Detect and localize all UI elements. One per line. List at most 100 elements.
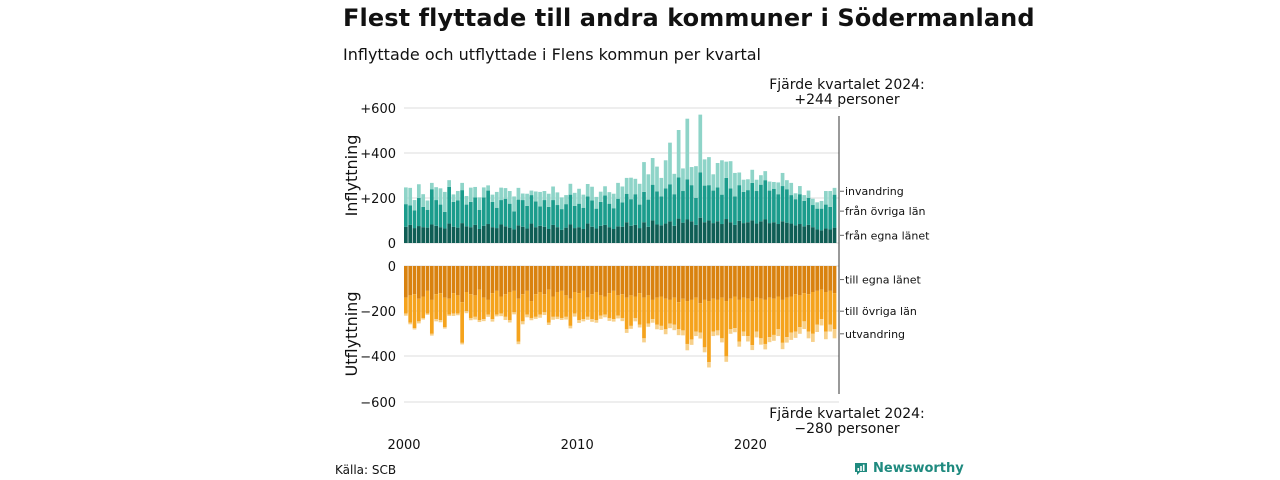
bar-outflow-0 xyxy=(832,266,837,294)
bar-inflow-0 xyxy=(815,229,820,243)
bar-outflow-1 xyxy=(538,291,542,315)
bar-inflow-1 xyxy=(421,206,426,228)
bar-inflow-0 xyxy=(715,221,720,243)
bar-inflow-1 xyxy=(429,189,434,225)
bar-inflow-1 xyxy=(819,208,824,231)
y-tick-label: +600 xyxy=(360,102,396,117)
bar-inflow-0 xyxy=(585,223,590,243)
bar-outflow-0 xyxy=(607,266,612,294)
bar-outflow-1 xyxy=(642,297,646,339)
bar-outflow-0 xyxy=(819,266,824,290)
bar-outflow-0 xyxy=(741,266,746,298)
bar-outflow-1 xyxy=(776,296,781,330)
bar-outflow-2 xyxy=(499,313,503,317)
bar-outflow-0 xyxy=(659,266,664,297)
bar-inflow-1 xyxy=(772,188,776,223)
bar-inflow-1 xyxy=(655,191,659,225)
bar-inflow-2 xyxy=(455,191,460,201)
bar-outflow-2 xyxy=(832,329,837,339)
bar-outflow-2 xyxy=(819,319,824,326)
bar-inflow-1 xyxy=(767,190,772,224)
bar-inflow-0 xyxy=(824,228,828,243)
bar-inflow-1 xyxy=(707,185,711,221)
bar-outflow-0 xyxy=(650,266,655,300)
bar-inflow-0 xyxy=(559,229,564,243)
bar-inflow-1 xyxy=(477,210,482,229)
bar-outflow-0 xyxy=(555,266,560,292)
bar-outflow-2 xyxy=(750,345,755,351)
bar-inflow-0 xyxy=(772,222,776,243)
bar-inflow-1 xyxy=(546,206,551,229)
bar-inflow-2 xyxy=(533,191,538,202)
bar-outflow-1 xyxy=(533,294,538,317)
bar-outflow-1 xyxy=(655,297,659,325)
bar-inflow-0 xyxy=(429,224,434,243)
bar-outflow-0 xyxy=(473,266,477,296)
bar-inflow-1 xyxy=(499,200,503,225)
bar-inflow-0 xyxy=(460,223,464,243)
bar-outflow-1 xyxy=(404,297,408,314)
bar-outflow-1 xyxy=(715,299,720,331)
bar-outflow-0 xyxy=(785,266,789,298)
bar-outflow-2 xyxy=(585,316,590,320)
bar-outflow-0 xyxy=(733,266,737,297)
bar-inflow-1 xyxy=(668,184,672,222)
bar-inflow-1 xyxy=(711,190,716,224)
bar-outflow-2 xyxy=(412,328,417,330)
bar-inflow-0 xyxy=(737,220,742,243)
bar-outflow-1 xyxy=(555,291,560,317)
bar-inflow-1 xyxy=(412,210,417,229)
bar-inflow-0 xyxy=(577,227,581,243)
bar-inflow-0 xyxy=(785,222,789,243)
bar-inflow-2 xyxy=(481,187,486,198)
bar-inflow-1 xyxy=(780,186,785,222)
bar-outflow-2 xyxy=(746,336,750,342)
bar-outflow-0 xyxy=(802,266,807,294)
bar-inflow-0 xyxy=(529,223,534,243)
bar-outflow-1 xyxy=(724,301,729,357)
bar-outflow-1 xyxy=(698,303,703,333)
bar-outflow-1 xyxy=(746,298,750,337)
bar-inflow-1 xyxy=(785,189,789,223)
bar-inflow-0 xyxy=(802,226,807,243)
bar-outflow-1 xyxy=(594,291,599,321)
bar-inflow-1 xyxy=(776,194,781,225)
bar-inflow-1 xyxy=(616,198,620,227)
bar-outflow-0 xyxy=(754,266,759,298)
bar-outflow-1 xyxy=(607,293,612,318)
bar-inflow-2 xyxy=(650,158,655,185)
bar-inflow-2 xyxy=(594,196,599,209)
bar-inflow-0 xyxy=(404,226,408,243)
bar-inflow-1 xyxy=(676,177,681,219)
bar-inflow-0 xyxy=(555,227,560,243)
bar-inflow-1 xyxy=(490,201,495,228)
bar-outflow-0 xyxy=(451,266,456,294)
bar-inflow-2 xyxy=(828,191,833,207)
bar-inflow-0 xyxy=(598,225,603,243)
bar-outflow-1 xyxy=(689,299,694,340)
bar-outflow-0 xyxy=(429,266,434,300)
bar-inflow-1 xyxy=(798,194,802,225)
bar-inflow-0 xyxy=(603,224,607,243)
bar-outflow-1 xyxy=(785,297,789,338)
bar-inflow-0 xyxy=(780,221,785,243)
bar-inflow-2 xyxy=(477,197,482,211)
bar-inflow-2 xyxy=(646,174,651,200)
bar-outflow-0 xyxy=(815,266,820,291)
bar-outflow-0 xyxy=(629,266,633,296)
y-tick-label: 0 xyxy=(388,237,396,252)
bar-inflow-1 xyxy=(512,211,516,230)
bar-inflow-1 xyxy=(598,201,603,226)
bar-inflow-1 xyxy=(525,205,529,229)
bar-outflow-0 xyxy=(776,266,781,297)
bar-inflow-0 xyxy=(759,221,763,243)
bar-outflow-1 xyxy=(646,295,651,324)
bar-outflow-1 xyxy=(438,293,443,321)
bar-outflow-2 xyxy=(473,316,477,320)
bar-inflow-1 xyxy=(811,205,815,228)
bar-inflow-1 xyxy=(659,196,664,226)
bar-outflow-2 xyxy=(620,317,625,322)
bar-outflow-0 xyxy=(828,266,833,291)
bar-outflow-0 xyxy=(447,266,451,299)
bar-inflow-2 xyxy=(577,188,581,204)
